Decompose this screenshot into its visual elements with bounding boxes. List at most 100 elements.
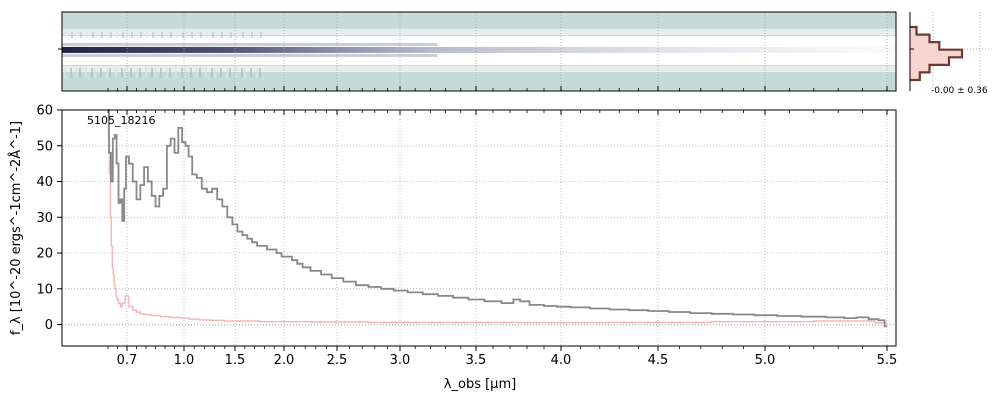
error-series-line xyxy=(107,109,887,324)
heat-noise-column xyxy=(122,32,124,38)
heat-noise-column xyxy=(70,68,72,78)
histogram-bars xyxy=(910,25,964,82)
heat-noise-column xyxy=(196,68,198,78)
heat-noise-column xyxy=(206,32,208,38)
heat-noise-column xyxy=(214,68,216,78)
heat-noise-column xyxy=(176,32,178,38)
heat-noise-column xyxy=(220,68,222,78)
histogram-annotation: -0.00 ± 0.36 xyxy=(931,86,988,96)
y-tick-label: 20 xyxy=(36,247,53,262)
heat-noise-column xyxy=(241,68,243,78)
y-tick-label: 40 xyxy=(36,175,53,190)
spectrum-2d-ticks xyxy=(58,48,888,91)
heat-noise-column xyxy=(250,68,252,78)
heat-noise-column xyxy=(181,68,183,78)
heat-noise-column xyxy=(256,68,258,78)
x-tick-label: 4.5 xyxy=(648,353,669,368)
heat-noise-column xyxy=(205,68,207,78)
heat-noise-column xyxy=(155,32,157,38)
spectrum-2d-panel xyxy=(58,11,897,92)
heat-noise-column xyxy=(76,68,78,78)
heat-noise-column xyxy=(131,32,133,38)
heat-noise-column xyxy=(130,68,132,78)
heat-noise-column xyxy=(242,32,244,38)
x-tick-label: 5.5 xyxy=(877,353,898,368)
heat-noise-column xyxy=(152,32,154,38)
heat-noise-column xyxy=(182,32,184,38)
histogram-bar xyxy=(910,42,940,50)
heat-noise-column xyxy=(211,68,213,78)
histogram-outline xyxy=(910,25,964,82)
heat-noise-column xyxy=(125,32,127,38)
heat-noise-column xyxy=(229,68,231,78)
x-tick-label: 1.5 xyxy=(225,353,246,368)
spectrum-2d-rows xyxy=(62,29,896,78)
heat-noise-column xyxy=(215,32,217,38)
heat-noise-column xyxy=(244,68,246,78)
heat-noise-column xyxy=(140,32,142,38)
y-tick-label: 0 xyxy=(45,318,53,333)
spectrum-2d-grid xyxy=(126,12,888,91)
heat-noise-column xyxy=(77,32,79,38)
heat-noise-column xyxy=(212,32,214,38)
heat-noise-column xyxy=(166,68,168,78)
heat-trace-halo-lower xyxy=(62,53,438,57)
x-axis-label: λ_obs [μm] xyxy=(444,377,516,392)
histogram-bar xyxy=(910,64,930,73)
heat-noise-column xyxy=(199,68,201,78)
heat-noise-column xyxy=(85,68,87,78)
heat-noise-column xyxy=(175,68,177,78)
heat-noise-column xyxy=(139,68,141,78)
heat-trace-halo-upper xyxy=(62,42,438,46)
heat-noise-column xyxy=(86,32,88,38)
heat-noise-column xyxy=(161,32,163,38)
x-tick-label: 5.0 xyxy=(755,353,776,368)
y-tick-label: 50 xyxy=(36,139,53,154)
heat-noise-column xyxy=(101,32,103,38)
heat-noise-column xyxy=(80,32,82,38)
heat-noise-column xyxy=(115,68,117,78)
heat-noise-column xyxy=(260,32,262,38)
heat-noise-column xyxy=(226,68,228,78)
x-ticks: 0.7 1.0 1.5 2.0 2.5 3.0 3.5 4.0 4.5 5.0 5.5 xyxy=(107,110,898,368)
heat-noise-column xyxy=(236,32,238,38)
heat-noise-column xyxy=(107,32,109,38)
heat-noise-column xyxy=(151,68,153,78)
heat-noise-column xyxy=(251,32,253,38)
heat-noise-column xyxy=(95,32,97,38)
heat-noise-column xyxy=(110,32,112,38)
heat-noise-column xyxy=(200,32,202,38)
y-tick-label: 10 xyxy=(36,282,53,297)
heat-noise-column xyxy=(145,68,147,78)
heat-noise-column xyxy=(185,32,187,38)
heat-noise-column xyxy=(92,32,94,38)
main-frame xyxy=(61,109,897,347)
object-label: 5105_18216 xyxy=(87,114,156,127)
histogram-bar xyxy=(910,49,962,58)
x-tick-label: 3.5 xyxy=(466,353,487,368)
main-series xyxy=(107,109,887,328)
heat-noise-column xyxy=(245,32,247,38)
x-tick-label: 0.7 xyxy=(117,353,138,368)
heat-noise-column xyxy=(227,32,229,38)
heat-noise-column xyxy=(109,68,111,78)
heat-noise-column xyxy=(167,32,169,38)
heat-trace xyxy=(62,46,896,53)
heat-noise-column xyxy=(259,68,261,78)
heat-noise-column xyxy=(121,68,123,78)
heat-noise-column xyxy=(146,32,148,38)
heat-noise-column xyxy=(71,32,73,38)
heat-noise-column xyxy=(169,68,171,78)
heat-noise-column xyxy=(170,32,172,38)
spectrum-2d-frame xyxy=(61,11,897,92)
heat-noise-column xyxy=(65,32,67,38)
y-tick-label: 60 xyxy=(36,104,53,119)
heat-noise-column xyxy=(221,32,223,38)
heat-noise-column xyxy=(191,32,193,38)
flux-series-line xyxy=(108,109,887,328)
heat-noise-column xyxy=(197,32,199,38)
histogram-bar xyxy=(910,57,949,65)
heat-noise-column xyxy=(235,68,237,78)
histogram-bar xyxy=(910,27,917,35)
